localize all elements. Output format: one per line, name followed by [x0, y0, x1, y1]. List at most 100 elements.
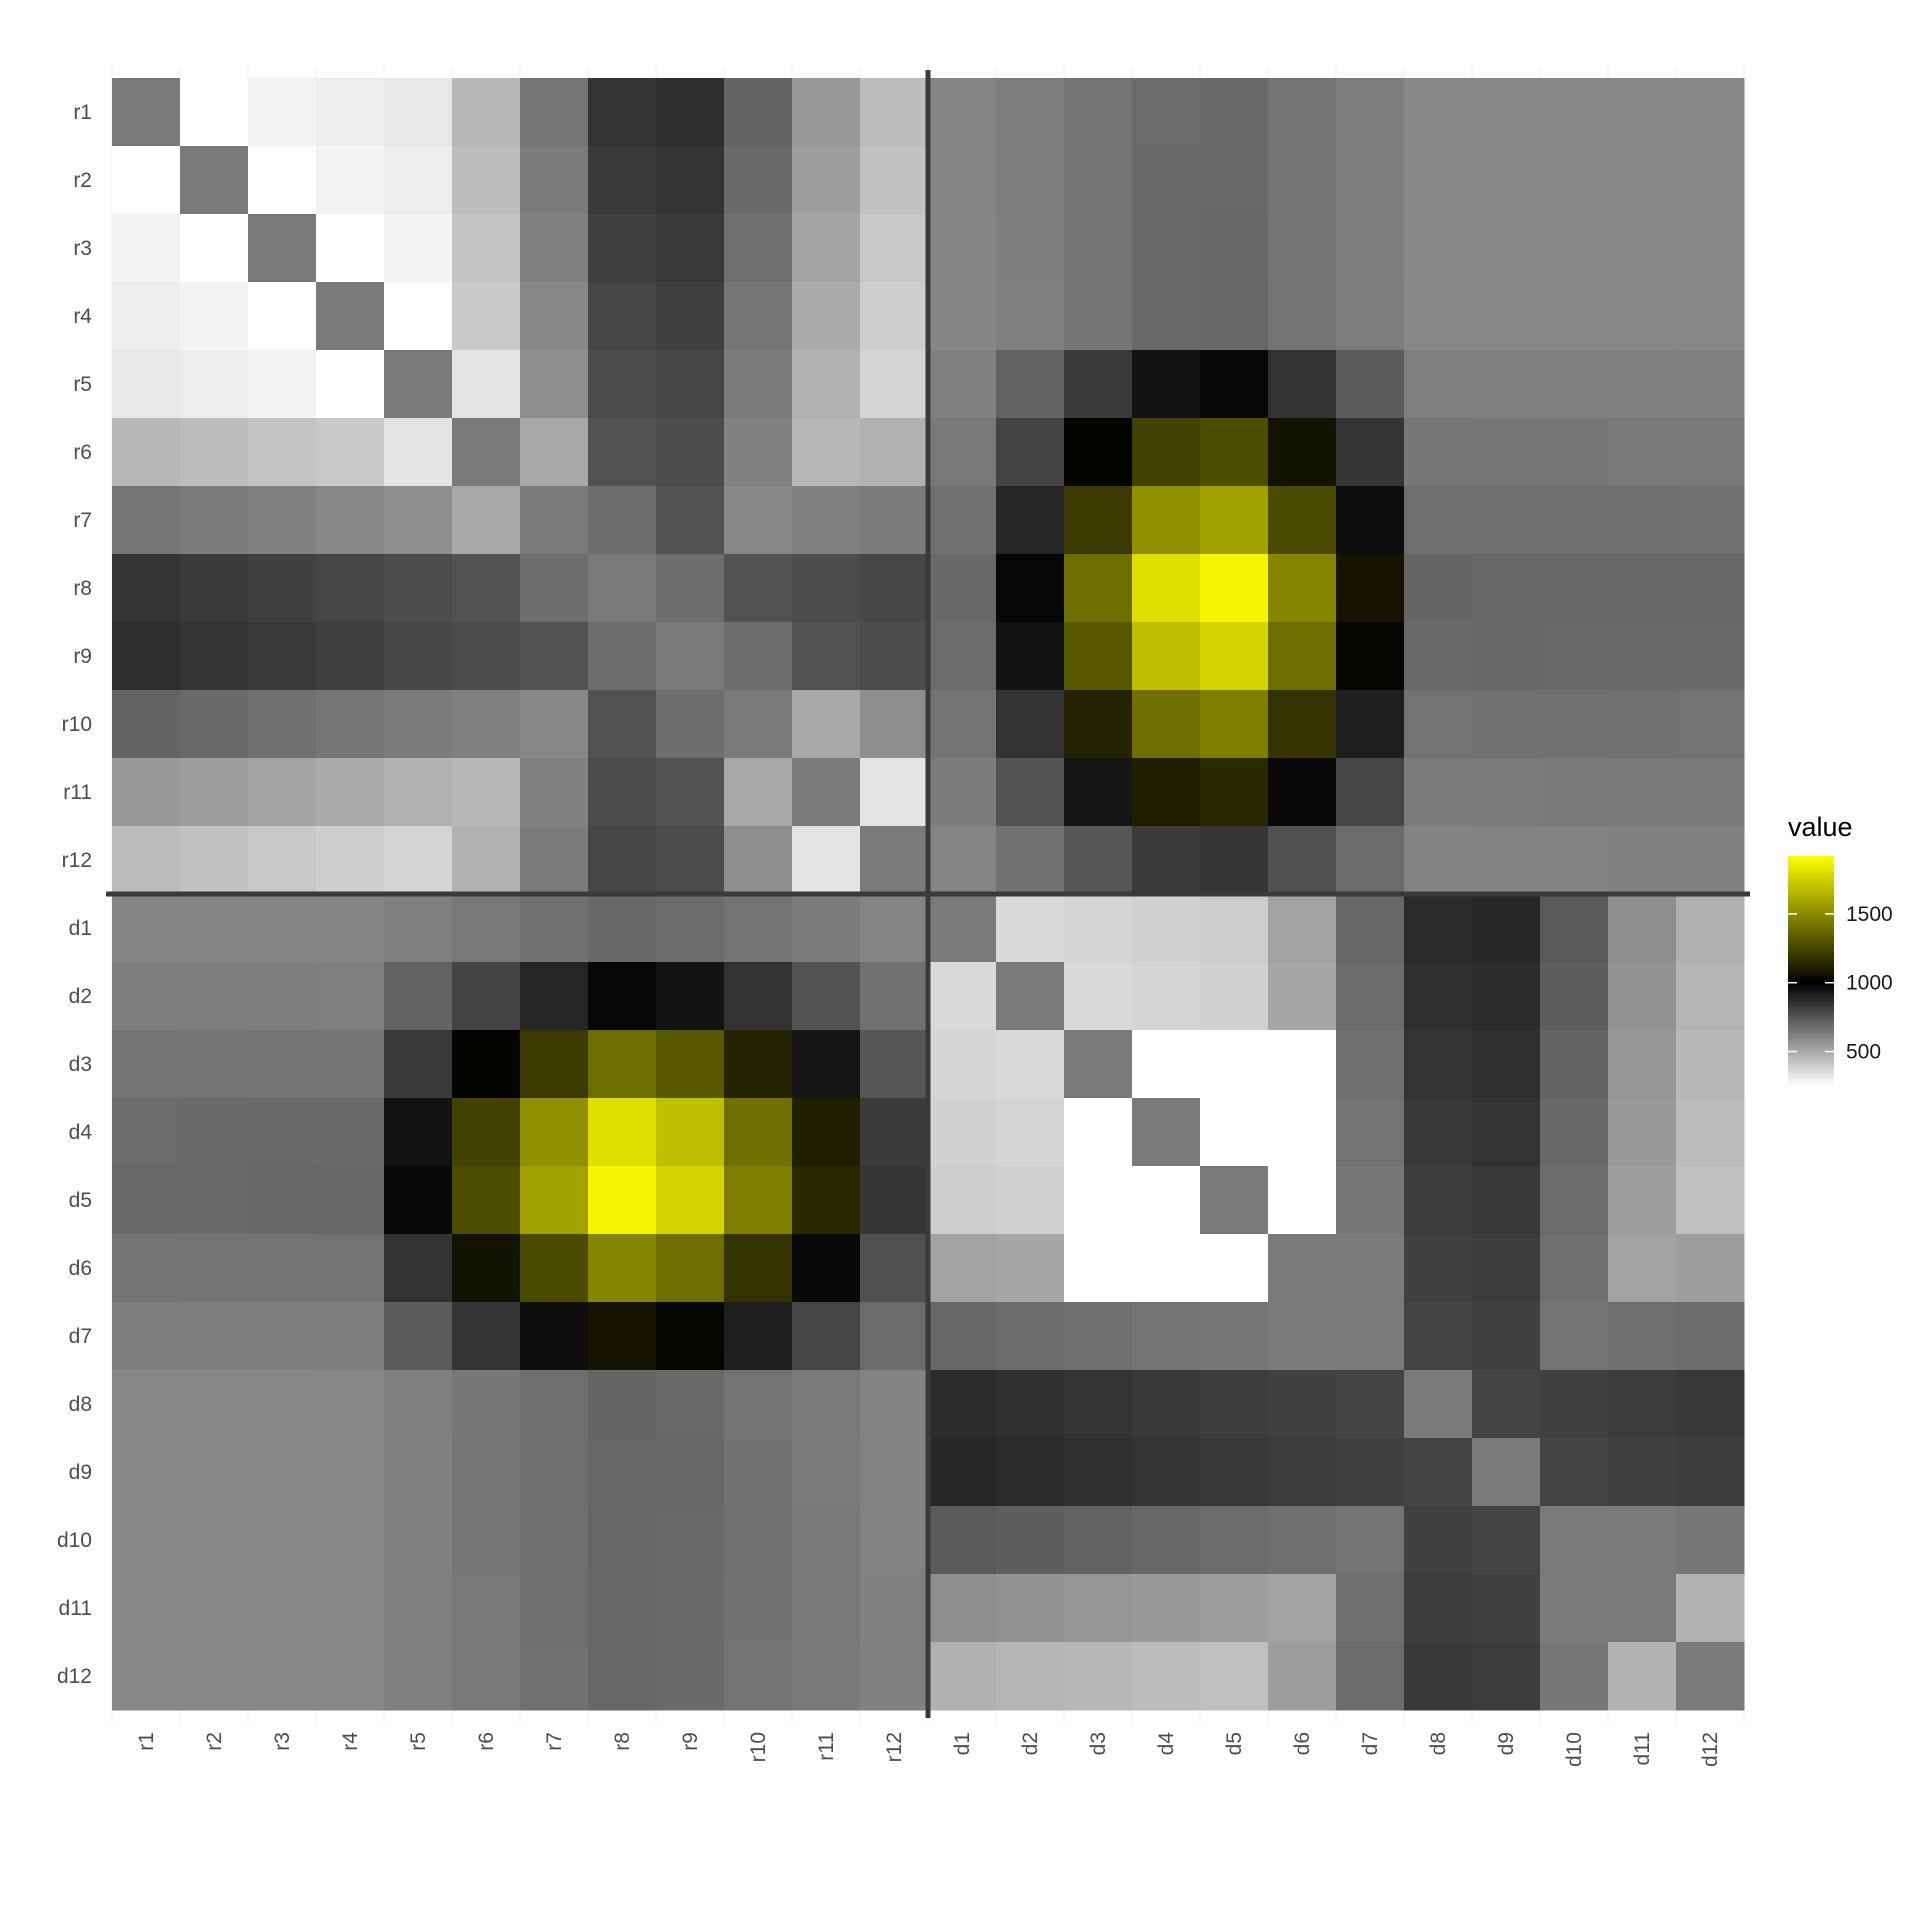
- heatmap-cell-r10-d6: [1268, 690, 1337, 759]
- heatmap-cell-d5-r3: [248, 1166, 317, 1235]
- heatmap-cell-r2-d5: [1200, 146, 1269, 215]
- heatmap-cell-r6-d8: [1404, 418, 1473, 487]
- heatmap-cell-r3-d11: [1608, 214, 1677, 283]
- heatmap-cell-d8-d1: [928, 1370, 997, 1439]
- heatmap-cell-r3-r12: [860, 214, 929, 283]
- heatmap-cell-r10-d2: [996, 690, 1065, 759]
- heatmap-cell-d7-r12: [860, 1302, 929, 1371]
- heatmap-cell-r1-r2: [180, 78, 249, 147]
- heatmap-cell-d1-d3: [1064, 894, 1133, 963]
- heatmap-cell-d12-r4: [316, 1642, 385, 1711]
- heatmap-cell-r10-r7: [520, 690, 589, 759]
- heatmap-cell-r2-r9: [656, 146, 725, 215]
- heatmap-cell-d5-d3: [1064, 1166, 1133, 1235]
- y-tick-label-r6: r6: [73, 441, 92, 464]
- heatmap-cell-r7-d7: [1336, 486, 1405, 555]
- heatmap-cell-d7-r7: [520, 1302, 589, 1371]
- y-tick-label-r11: r11: [63, 781, 92, 804]
- heatmap-cell-r9-r5: [384, 622, 453, 691]
- heatmap-cell-d11-r11: [792, 1574, 861, 1643]
- heatmap-cell-r5-r12: [860, 350, 929, 419]
- heatmap-cell-d4-d4: [1132, 1098, 1201, 1167]
- heatmap-cell-d12-d3: [1064, 1642, 1133, 1711]
- heatmap-cell-d10-d10: [1540, 1506, 1609, 1575]
- heatmap-cell-d5-d12: [1676, 1166, 1745, 1235]
- heatmap-cell-d6-r3: [248, 1234, 317, 1303]
- heatmap-cell-d3-d5: [1200, 1030, 1269, 1099]
- heatmap-cell-d6-d10: [1540, 1234, 1609, 1303]
- heatmap-cell-d6-r7: [520, 1234, 589, 1303]
- heatmap-cell-r5-d7: [1336, 350, 1405, 419]
- heatmap-cell-d12-d12: [1676, 1642, 1745, 1711]
- heatmap-cell-r11-r11: [792, 758, 861, 827]
- heatmap-cell-d9-d6: [1268, 1438, 1337, 1507]
- heatmap-cell-d4-r4: [316, 1098, 385, 1167]
- heatmap-cell-r3-r5: [384, 214, 453, 283]
- heatmap-cell-r3-d1: [928, 214, 997, 283]
- heatmap-cell-d6-r8: [588, 1234, 657, 1303]
- heatmap-cell-r6-d6: [1268, 418, 1337, 487]
- heatmap-cell-r4-d1: [928, 282, 997, 351]
- heatmap-cell-d1-r1: [112, 894, 181, 963]
- heatmap-cell-d1-d8: [1404, 894, 1473, 963]
- heatmap-cell-r6-d10: [1540, 418, 1609, 487]
- heatmap-cell-d8-d6: [1268, 1370, 1337, 1439]
- heatmap-cell-d6-r9: [656, 1234, 725, 1303]
- heatmap-cell-d6-r5: [384, 1234, 453, 1303]
- heatmap-cell-d6-r4: [316, 1234, 385, 1303]
- heatmap-cell-r9-r8: [588, 622, 657, 691]
- heatmap-cell-d12-r8: [588, 1642, 657, 1711]
- heatmap-cell-d2-r7: [520, 962, 589, 1031]
- heatmap-cell-r7-r6: [452, 486, 521, 555]
- heatmap-cell-r6-r1: [112, 418, 181, 487]
- y-tick-label-r9: r9: [73, 645, 92, 668]
- heatmap-cell-d1-d2: [996, 894, 1065, 963]
- heatmap-cell-r9-d9: [1472, 622, 1541, 691]
- heatmap-cell-d6-d5: [1200, 1234, 1269, 1303]
- x-tick-label-d11: d11: [1631, 1732, 1654, 1765]
- heatmap-cell-r11-r9: [656, 758, 725, 827]
- heatmap-cell-r1-d1: [928, 78, 997, 147]
- heatmap-cell-r9-d3: [1064, 622, 1133, 691]
- heatmap-cell-d4-r2: [180, 1098, 249, 1167]
- y-tick-label-r7: r7: [73, 509, 92, 532]
- heatmap-cell-d5-d7: [1336, 1166, 1405, 1235]
- heatmap-cell-d10-d3: [1064, 1506, 1133, 1575]
- heatmap-cell-r9-d1: [928, 622, 997, 691]
- heatmap-cell-r2-d7: [1336, 146, 1405, 215]
- y-tick-label-d11: d11: [59, 1597, 92, 1620]
- heatmap-cell-r9-r2: [180, 622, 249, 691]
- heatmap-cell-d7-d10: [1540, 1302, 1609, 1371]
- heatmap-cell-r6-r4: [316, 418, 385, 487]
- heatmap-cell-r8-d6: [1268, 554, 1337, 623]
- heatmap-cell-r3-d10: [1540, 214, 1609, 283]
- heatmap-cell-d2-d6: [1268, 962, 1337, 1031]
- heatmap-cell-d4-d6: [1268, 1098, 1337, 1167]
- heatmap-cell-r7-r5: [384, 486, 453, 555]
- heatmap-cell-r4-r4: [316, 282, 385, 351]
- x-tick-label-r1: r1: [135, 1732, 158, 1751]
- heatmap-cell-d8-r7: [520, 1370, 589, 1439]
- heatmap-cell-r12-r5: [384, 826, 453, 895]
- heatmap-cell-r2-r6: [452, 146, 521, 215]
- heatmap-cell-d7-r9: [656, 1302, 725, 1371]
- x-tick-label-r10: r10: [747, 1732, 770, 1762]
- heatmap-cell-d1-r5: [384, 894, 453, 963]
- heatmap-cell-d1-r2: [180, 894, 249, 963]
- heatmap-cell-d12-d1: [928, 1642, 997, 1711]
- heatmap-cell-r11-r7: [520, 758, 589, 827]
- heatmap-cell-r3-d12: [1676, 214, 1745, 283]
- heatmap-cell-r2-d2: [996, 146, 1065, 215]
- heatmap-cell-r8-r1: [112, 554, 181, 623]
- heatmap-cell-r6-d1: [928, 418, 997, 487]
- heatmap-cell-d3-r2: [180, 1030, 249, 1099]
- heatmap-cell-r10-r5: [384, 690, 453, 759]
- x-tick-label-r12: r12: [883, 1732, 906, 1762]
- heatmap-cell-r3-r2: [180, 214, 249, 283]
- heatmap-cell-d1-r6: [452, 894, 521, 963]
- heatmap-cell-d7-r5: [384, 1302, 453, 1371]
- heatmap-cell-r1-d6: [1268, 78, 1337, 147]
- x-tick-label-d3: d3: [1087, 1732, 1110, 1755]
- heatmap-cell-r7-r3: [248, 486, 317, 555]
